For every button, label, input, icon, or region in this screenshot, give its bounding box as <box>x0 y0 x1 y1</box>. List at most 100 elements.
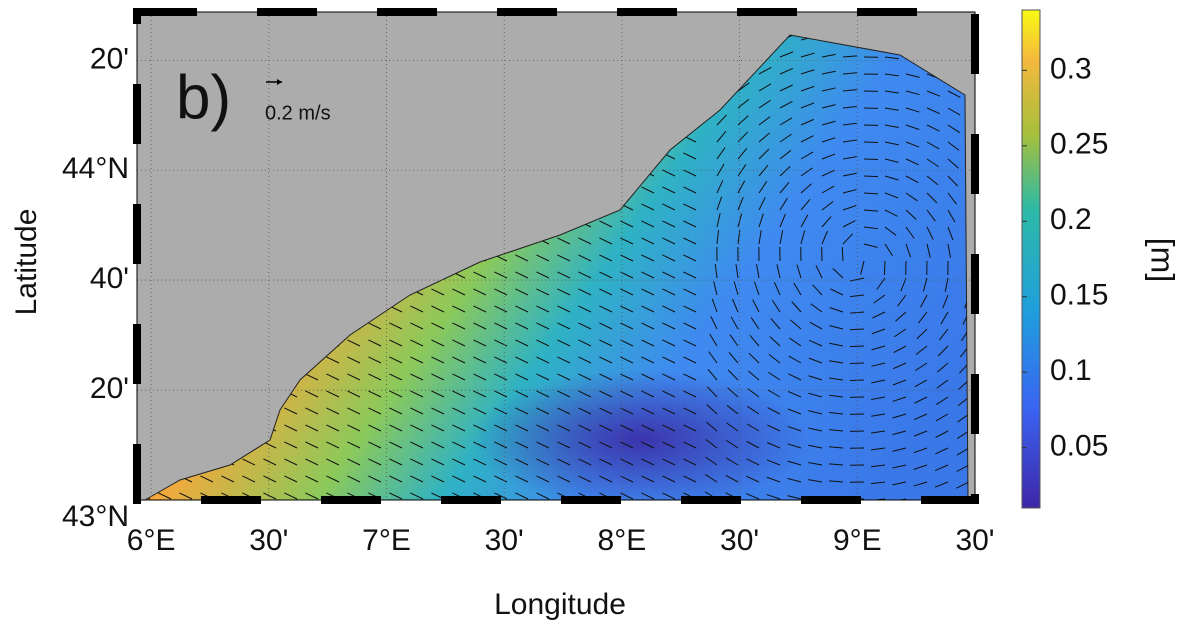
current-arrow <box>808 375 823 381</box>
current-arrow <box>787 460 802 466</box>
current-arrow <box>892 396 907 402</box>
current-arrow <box>578 390 592 398</box>
current-arrow <box>683 441 697 449</box>
current-arrow <box>956 430 968 439</box>
current-arrow <box>871 447 886 451</box>
current-arrow <box>787 408 802 415</box>
current-arrow <box>779 165 791 177</box>
current-arrow <box>347 424 361 432</box>
current-arrow <box>536 356 550 364</box>
current-arrow <box>737 180 746 194</box>
current-arrow <box>452 356 466 364</box>
current-arrow <box>431 441 445 449</box>
current-arrow <box>494 271 508 279</box>
current-arrow <box>599 339 613 347</box>
current-arrow <box>431 407 445 415</box>
current-arrow <box>788 373 802 381</box>
current-arrow <box>473 288 487 296</box>
current-arrow <box>620 339 634 347</box>
current-arrow <box>347 373 361 381</box>
current-arrow <box>473 322 487 330</box>
current-arrow <box>753 281 760 296</box>
current-arrow <box>599 441 613 449</box>
current-arrow <box>758 83 772 92</box>
current-arrow <box>515 271 529 279</box>
current-arrow <box>871 464 886 468</box>
current-arrow <box>732 298 739 313</box>
current-arrow <box>620 390 634 398</box>
current-arrow <box>347 390 361 398</box>
current-arrow <box>263 475 277 483</box>
current-arrow <box>284 407 298 415</box>
current-arrow <box>641 458 655 466</box>
current-arrow <box>683 254 697 262</box>
current-arrow <box>842 220 856 228</box>
current-arrow <box>494 441 508 449</box>
current-arrow <box>791 301 802 313</box>
current-arrow <box>515 390 529 398</box>
current-arrow <box>494 458 508 466</box>
current-arrow <box>599 288 613 296</box>
current-arrow <box>746 458 760 466</box>
current-arrow <box>892 379 907 386</box>
current-arrow <box>895 311 907 322</box>
current-arrow <box>829 429 844 432</box>
current-arrow <box>884 90 899 94</box>
current-arrow <box>578 288 592 296</box>
current-arrow <box>730 316 739 330</box>
current-arrow <box>662 356 676 364</box>
current-arrow <box>821 201 834 211</box>
current-arrow <box>347 407 361 415</box>
current-arrow <box>368 339 382 347</box>
current-arrow <box>905 107 920 113</box>
current-arrow <box>863 192 879 195</box>
current-arrow <box>662 339 676 347</box>
current-arrow <box>578 441 592 449</box>
current-arrow <box>494 407 508 415</box>
current-arrow <box>578 407 592 415</box>
current-arrow <box>916 328 928 340</box>
y-tick-label: 20' <box>90 372 129 405</box>
current-arrow <box>578 356 592 364</box>
current-arrow <box>860 260 865 275</box>
current-arrow <box>800 102 815 109</box>
current-arrow <box>620 356 634 364</box>
current-arrow <box>284 424 298 432</box>
current-arrow <box>871 362 886 367</box>
current-arrow <box>263 441 277 449</box>
current-arrow <box>884 56 899 60</box>
current-arrow <box>842 156 857 160</box>
current-arrow <box>683 373 697 381</box>
current-arrow <box>368 441 382 449</box>
current-arrow <box>347 458 361 466</box>
current-arrow <box>871 328 886 335</box>
current-arrow <box>410 475 424 483</box>
current-arrow <box>389 458 403 466</box>
current-arrow <box>758 230 762 245</box>
current-arrow <box>808 339 823 347</box>
current-arrow <box>800 69 815 75</box>
current-arrow <box>905 141 920 148</box>
current-arrow <box>905 124 920 130</box>
current-arrow <box>766 459 781 466</box>
x-tick-label: 30' <box>249 524 288 557</box>
current-arrow <box>787 477 802 483</box>
current-arrow <box>796 264 802 279</box>
current-arrow <box>830 288 844 296</box>
current-arrow <box>515 492 529 500</box>
current-arrow <box>515 254 529 262</box>
current-arrow <box>662 390 676 398</box>
current-arrow <box>578 305 592 313</box>
current-arrow <box>934 481 949 488</box>
current-arrow <box>873 294 886 304</box>
current-arrow <box>389 356 403 364</box>
map-border <box>136 11 976 501</box>
current-arrow <box>557 407 571 415</box>
current-arrow <box>787 425 802 432</box>
current-arrow <box>536 339 550 347</box>
current-arrow <box>773 281 781 296</box>
current-arrow <box>473 424 487 432</box>
current-arrow <box>779 197 788 211</box>
current-arrow <box>758 132 770 143</box>
